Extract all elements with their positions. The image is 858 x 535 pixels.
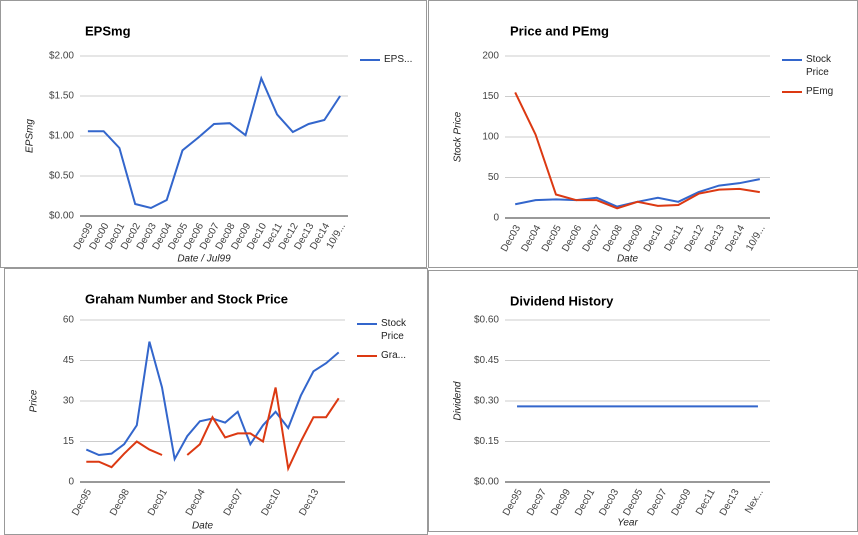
chart-title: EPSmg [85, 23, 131, 38]
panel [0, 0, 427, 268]
legend-entry: Stock Price [806, 54, 832, 78]
legend-label: PEmg [806, 86, 834, 97]
legend-label: Stock Price [381, 318, 407, 342]
legend-entry: Gra... [381, 350, 407, 361]
y-tick-label: 15 [63, 436, 75, 447]
y-tick-label: 200 [482, 51, 499, 62]
legend-entry: EPS... [384, 54, 413, 65]
y-tick-label: $0.50 [49, 171, 74, 182]
y-tick-label: $0.00 [49, 211, 74, 222]
y-axis-title: EPSmg [25, 119, 36, 153]
series-line [86, 440, 163, 469]
y-tick-label: 150 [482, 91, 499, 102]
x-axis-title: Year [617, 518, 638, 529]
series-line [186, 387, 340, 472]
y-tick-label: $1.50 [49, 91, 74, 102]
y-tick-label: $0.30 [474, 396, 499, 407]
y-tick-label: 0 [493, 213, 499, 224]
x-axis-title: Date / Jul99 [177, 254, 231, 265]
legend-entry: Stock Price [381, 318, 407, 342]
y-tick-label: 0 [68, 477, 74, 488]
panel [428, 0, 858, 268]
y-tick-label: $0.15 [474, 436, 499, 447]
y-tick-label: $0.00 [474, 477, 499, 488]
series-line [87, 75, 341, 210]
legend-label: EPS... [384, 54, 413, 65]
y-tick-label: 30 [63, 396, 75, 407]
y-tick-label: $2.00 [49, 51, 74, 62]
legend-label: Stock Price [806, 54, 832, 78]
series-line [514, 92, 760, 210]
y-tick-label: $0.45 [474, 355, 499, 366]
legend-entry: PEmg [806, 86, 834, 97]
chart-title: Price and PEmg [510, 23, 609, 38]
y-tick-label: 45 [63, 355, 75, 366]
legend-label: Gra... [381, 350, 407, 361]
chart-title: Graham Number and Stock Price [85, 291, 288, 306]
y-tick-label: $1.00 [49, 131, 74, 142]
y-tick-label: $0.60 [474, 315, 499, 326]
x-axis-title: Date [192, 521, 214, 532]
y-tick-label: 50 [488, 172, 500, 183]
y-axis-title: Dividend [453, 381, 464, 420]
y-axis-title: Price [29, 389, 40, 412]
chart-title: Dividend History [510, 293, 614, 308]
y-axis-title: Stock Price [453, 111, 464, 162]
y-tick-label: 60 [63, 315, 75, 326]
y-tick-label: 100 [482, 132, 499, 143]
x-axis-title: Date [617, 254, 639, 265]
